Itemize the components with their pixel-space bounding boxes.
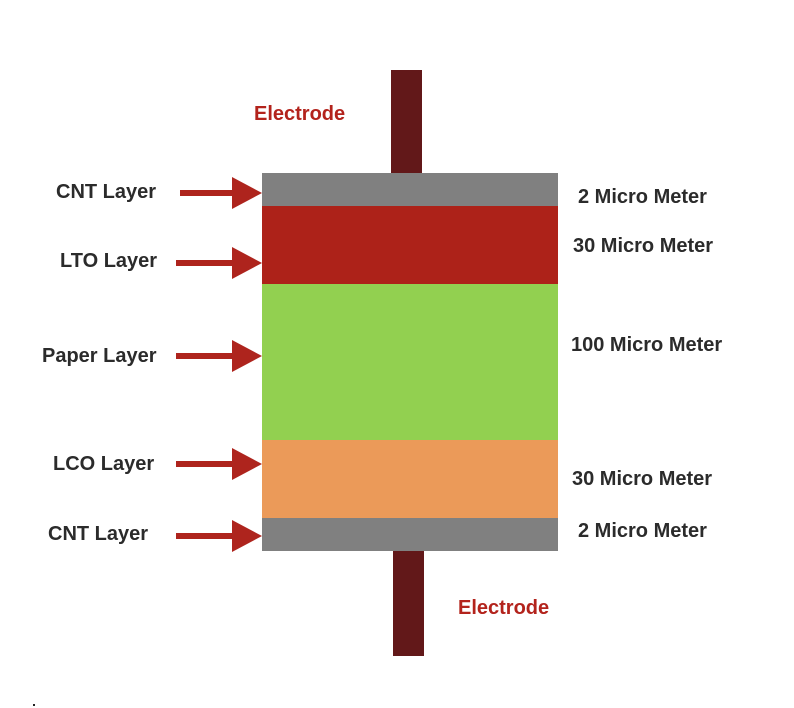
thickness-label-paper: 100 Micro Meter	[571, 334, 723, 356]
arrow-cnt-bottom	[176, 520, 262, 552]
layer-label-lto: LTO Layer	[60, 250, 158, 272]
layer-lco	[262, 440, 558, 518]
stray-dot	[33, 704, 35, 706]
arrow-cnt-top	[180, 177, 262, 209]
arrow-paper	[176, 340, 262, 372]
thickness-label-lto: 30 Micro Meter	[573, 235, 714, 257]
electrode-label-top: Electrode	[254, 103, 346, 125]
layer-cnt-bottom	[262, 518, 558, 551]
thickness-label-lco: 30 Micro Meter	[572, 468, 713, 490]
thickness-label-cnt-top: 2 Micro Meter	[578, 186, 707, 208]
arrow-lco	[176, 448, 262, 480]
arrow-lto	[176, 247, 262, 279]
layer-cnt-top	[262, 173, 558, 206]
layer-paper	[262, 284, 558, 440]
layer-lto	[262, 206, 558, 284]
layer-label-cnt-bottom: CNT Layer	[48, 523, 149, 545]
thickness-label-cnt-bottom: 2 Micro Meter	[578, 520, 707, 542]
layer-label-paper: Paper Layer	[42, 345, 157, 367]
electrode-label-bottom: Electrode	[458, 597, 550, 619]
top-electrode	[391, 70, 422, 174]
layer-label-lco: LCO Layer	[53, 453, 155, 475]
layer-label-cnt-top: CNT Layer	[56, 181, 157, 203]
bottom-electrode	[393, 550, 424, 656]
